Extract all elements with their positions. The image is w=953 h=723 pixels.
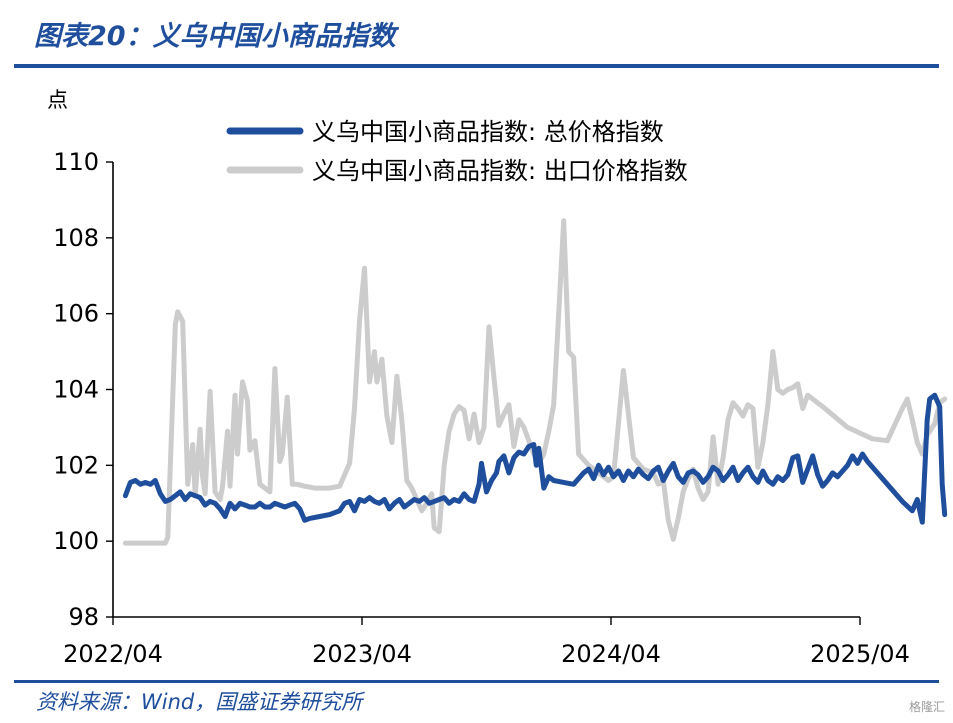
footer-divider [14,680,939,683]
axes: 98 100 102 104 106 108 110 点 2022/04 2023/04 2024/… [47,88,910,668]
legend-label: 义乌中国小商品指数: 出口价格指数 [312,157,688,185]
series-lines [122,218,948,546]
title-divider [14,64,939,68]
chart-title: 图表20：义乌中国小商品指数 [34,21,396,52]
legend-label: 义乌中国小商品指数: 总价格指数 [312,118,664,146]
y-axis-unit: 点 [47,88,68,112]
x-tick-label: 2022/04 [63,640,163,668]
y-tick-label: 100 [53,527,99,555]
x-tick-label: 2024/04 [561,640,661,668]
y-tick-label: 108 [53,224,99,252]
series-line-export-price-index [122,218,948,546]
y-tick-label: 102 [53,451,99,479]
y-tick-label: 98 [68,603,99,631]
x-tick-label: 2025/04 [810,640,910,668]
y-tick-label: 110 [53,148,99,176]
series-line-total-price-index [122,392,948,525]
source-note: 资料来源：Wind，国盛证券研究所 [36,690,363,714]
watermark: 格隆汇 [908,700,945,714]
y-tick-label: 104 [53,376,99,404]
y-tick-label: 106 [53,300,99,328]
x-tick-label: 2023/04 [312,640,412,668]
